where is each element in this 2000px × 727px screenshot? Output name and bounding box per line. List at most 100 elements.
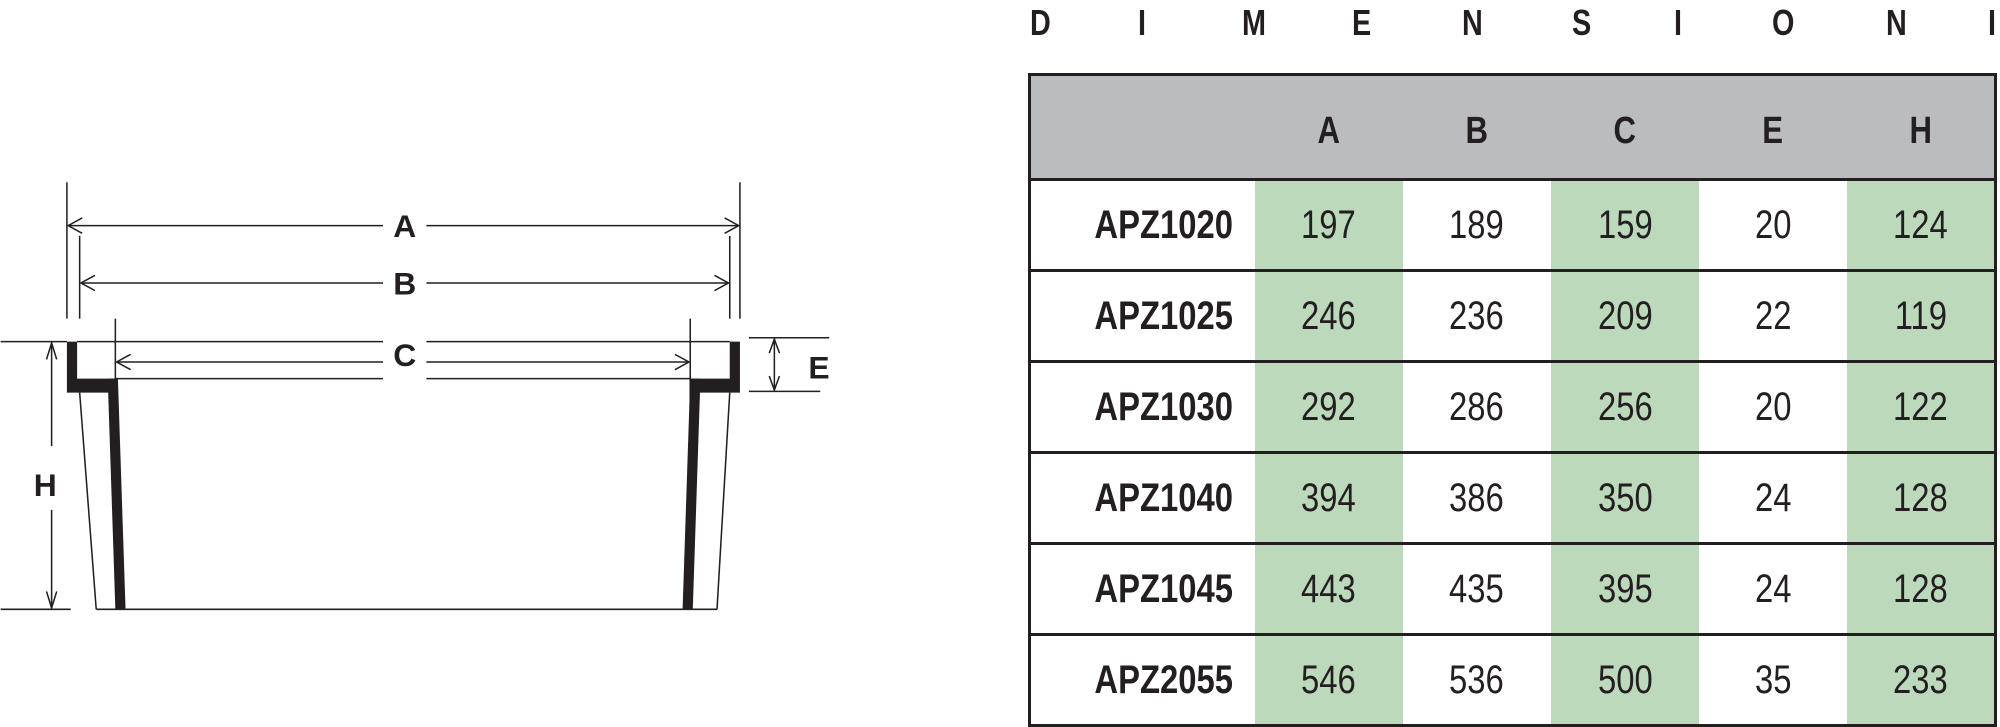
value-text: 435 (1449, 566, 1505, 611)
value-cell-b: 189 (1402, 178, 1551, 271)
dimensions-table: A B C E H APZ1020 197 189 159 20 124 APZ1025 246 236… (1028, 73, 1997, 727)
column-header-label: C (1613, 109, 1637, 152)
title-letter: S (1572, 2, 1592, 43)
value-cell-c: 500 (1550, 633, 1700, 726)
model-cell: APZ1045 (1029, 542, 1255, 635)
title-letter: E (1352, 2, 1372, 43)
value-text: 292 (1301, 384, 1356, 429)
model-cell: APZ1030 (1029, 360, 1255, 453)
value-text: 500 (1597, 657, 1653, 702)
label-c: C (393, 337, 416, 373)
value-text: 246 (1301, 293, 1356, 338)
value-text: 536 (1449, 657, 1505, 702)
table-row: APZ1040 394 386 350 24 128 (1029, 451, 1996, 544)
value-cell-h: 233 (1847, 633, 1996, 726)
column-header-a: A (1254, 74, 1403, 180)
value-text: 128 (1893, 475, 1948, 520)
column-header-c: C (1550, 74, 1700, 180)
value-cell-e: 20 (1699, 360, 1848, 453)
value-text: 124 (1893, 202, 1948, 247)
value-cell-b: 386 (1402, 451, 1551, 544)
value-cell-h: 119 (1847, 269, 1996, 362)
value-cell-h: 128 (1847, 542, 1996, 635)
model-label: APZ1040 (1093, 475, 1233, 520)
value-text: 443 (1301, 566, 1356, 611)
value-cell-b: 236 (1402, 269, 1551, 362)
value-text: 24 (1754, 566, 1792, 611)
model-cell: APZ1025 (1029, 269, 1255, 362)
value-cell-e: 35 (1699, 633, 1848, 726)
label-a: A (393, 208, 416, 244)
value-cell-a: 197 (1254, 178, 1403, 271)
column-header-label: A (1317, 109, 1340, 152)
table-title: D I M E N S I O N I (1030, 2, 2000, 46)
column-header-label: H (1909, 109, 1932, 152)
table-row: APZ1020 197 189 159 20 124 (1029, 178, 1996, 271)
value-cell-b: 536 (1402, 633, 1551, 726)
title-letter: N (1886, 2, 1907, 43)
model-label: APZ2055 (1093, 657, 1233, 702)
title-letter: N (1462, 2, 1483, 43)
value-text: 20 (1754, 384, 1792, 429)
model-cell: APZ1020 (1029, 178, 1255, 271)
table-row: APZ1045 443 435 395 24 128 (1029, 542, 1996, 635)
column-header-b: B (1402, 74, 1551, 180)
column-header-model (1029, 74, 1255, 180)
value-cell-a: 246 (1254, 269, 1403, 362)
value-cell-c: 209 (1550, 269, 1700, 362)
value-text: 236 (1449, 293, 1505, 338)
value-cell-a: 394 (1254, 451, 1403, 544)
value-text: 128 (1893, 566, 1948, 611)
value-cell-h: 124 (1847, 178, 1996, 271)
value-cell-e: 24 (1699, 542, 1848, 635)
value-cell-a: 546 (1254, 633, 1403, 726)
table-row: APZ2055 546 536 500 35 233 (1029, 633, 1996, 726)
model-label: APZ1030 (1093, 384, 1233, 429)
value-text: 122 (1893, 384, 1948, 429)
value-cell-a: 292 (1254, 360, 1403, 453)
column-header-e: E (1699, 74, 1848, 180)
value-text: 209 (1597, 293, 1653, 338)
value-cell-h: 128 (1847, 451, 1996, 544)
value-cell-a: 443 (1254, 542, 1403, 635)
value-text: 189 (1449, 202, 1505, 247)
title-letter: O (1772, 2, 1795, 43)
label-e: E (808, 350, 829, 386)
title-letter: I (1988, 2, 1997, 43)
title-letter: D (1030, 2, 1051, 43)
value-text: 197 (1301, 202, 1356, 247)
value-text: 35 (1754, 657, 1792, 702)
value-text: 22 (1754, 293, 1792, 338)
value-cell-e: 22 (1699, 269, 1848, 362)
value-text: 546 (1301, 657, 1356, 702)
value-cell-b: 286 (1402, 360, 1551, 453)
value-text: 233 (1893, 657, 1948, 702)
value-cell-e: 20 (1699, 178, 1848, 271)
value-cell-b: 435 (1402, 542, 1551, 635)
value-text: 350 (1597, 475, 1653, 520)
value-cell-c: 159 (1550, 178, 1700, 271)
model-label: APZ1045 (1093, 566, 1233, 611)
vessel-cross-section-diagram: A B C H E (0, 182, 830, 611)
value-cell-c: 350 (1550, 451, 1700, 544)
vessel-wall-section (66, 341, 740, 610)
model-label: APZ1020 (1093, 202, 1233, 247)
value-text: 286 (1449, 384, 1505, 429)
column-header-label: E (1762, 109, 1784, 152)
column-header-h: H (1847, 74, 1996, 180)
label-h: H (34, 467, 57, 503)
label-b: B (393, 265, 416, 301)
table-row: APZ1030 292 286 256 20 122 (1029, 360, 1996, 453)
model-cell: APZ2055 (1029, 633, 1255, 726)
value-cell-h: 122 (1847, 360, 1996, 453)
value-text: 24 (1754, 475, 1792, 520)
value-text: 119 (1894, 293, 1947, 338)
value-text: 256 (1597, 384, 1653, 429)
value-text: 386 (1449, 475, 1505, 520)
value-cell-e: 24 (1699, 451, 1848, 544)
title-letter: I (1674, 2, 1683, 43)
value-text: 159 (1597, 202, 1653, 247)
value-text: 395 (1597, 566, 1653, 611)
table-row: APZ1025 246 236 209 22 119 (1029, 269, 1996, 362)
column-header-label: B (1465, 109, 1489, 152)
